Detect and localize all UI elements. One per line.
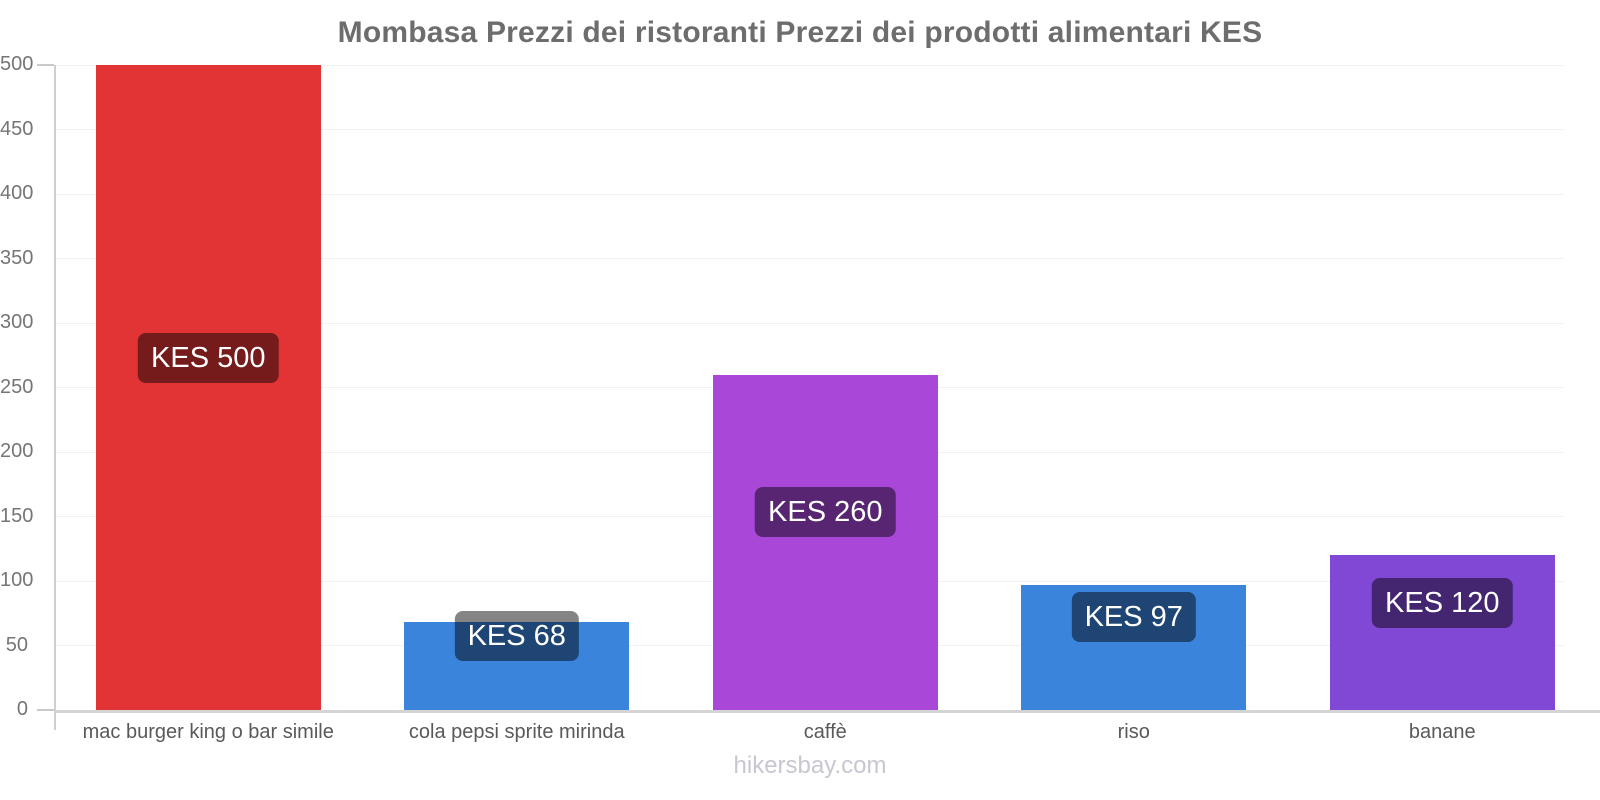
y-axis-tick-500 xyxy=(37,64,54,66)
footer-watermark: hikersbay.com xyxy=(733,752,887,779)
gridline-300 xyxy=(54,322,1564,324)
y-axis-label-150: 150 xyxy=(0,504,34,527)
chart-title: Mombasa Prezzi dei ristoranti Prezzi dei… xyxy=(337,16,1263,49)
y-axis-line xyxy=(54,65,56,730)
x-axis-label-4: banane xyxy=(1408,721,1476,743)
y-axis-label-500: 500 xyxy=(0,53,34,75)
gridline-350 xyxy=(54,258,1564,259)
y-axis-label-250: 250 xyxy=(0,375,34,398)
gridline-450 xyxy=(54,129,1564,130)
x-axis-label-2: caffè xyxy=(803,721,847,743)
bar-value-label-0: KES 500 xyxy=(138,332,279,383)
bar-riso[interactable] xyxy=(1021,584,1247,710)
x-axis-line xyxy=(54,710,1600,713)
x-axis-label-3: riso xyxy=(1117,721,1150,743)
bar-mac-burger-king-o-bar-simile[interactable] xyxy=(95,65,321,710)
x-axis-label-1: cola pepsi sprite mirinda xyxy=(408,721,625,743)
y-axis-label-450: 450 xyxy=(0,117,34,140)
x-axis-label-0: mac burger king o bar simile xyxy=(82,721,334,743)
y-axis-label-200: 200 xyxy=(0,440,34,462)
bar-caffè[interactable] xyxy=(712,374,938,710)
bar-value-label-3: KES 97 xyxy=(1071,592,1196,643)
gridline-500 xyxy=(54,64,1564,66)
bar-banane[interactable] xyxy=(1329,555,1555,710)
y-axis-label-100: 100 xyxy=(0,569,34,591)
bar-value-label-4: KES 120 xyxy=(1372,577,1513,628)
y-axis-tick-0 xyxy=(37,709,54,711)
y-axis-label-300: 300 xyxy=(0,311,34,333)
y-axis-label-0: 0 xyxy=(16,698,28,720)
gridline-400 xyxy=(54,193,1564,195)
y-axis-label-350: 350 xyxy=(0,246,34,269)
y-axis-label-400: 400 xyxy=(0,182,34,204)
bar-value-label-1: KES 68 xyxy=(454,611,579,662)
bar-cola-pepsi-sprite-mirinda[interactable] xyxy=(404,622,630,710)
y-axis-label-50: 50 xyxy=(5,633,28,656)
bar-value-label-2: KES 260 xyxy=(755,487,896,538)
